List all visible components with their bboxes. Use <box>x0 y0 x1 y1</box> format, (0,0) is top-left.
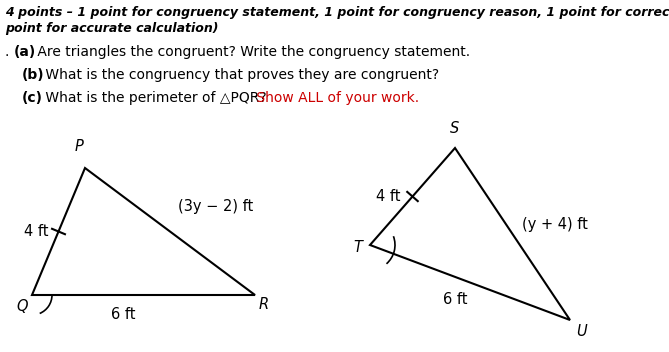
Text: (3y − 2) ft: (3y − 2) ft <box>178 199 254 214</box>
Text: 4 ft: 4 ft <box>376 189 401 204</box>
Text: P: P <box>74 139 83 154</box>
Text: Q: Q <box>17 299 28 314</box>
Text: 6 ft: 6 ft <box>443 293 467 308</box>
Text: 6 ft: 6 ft <box>111 307 136 322</box>
Text: point for accurate calculation): point for accurate calculation) <box>5 22 219 35</box>
Text: T: T <box>353 239 362 254</box>
Text: (y + 4) ft: (y + 4) ft <box>522 216 588 232</box>
Text: (b): (b) <box>22 68 45 82</box>
Text: 4 ft: 4 ft <box>24 224 48 239</box>
Text: .: . <box>5 45 14 59</box>
Text: What is the congruency that proves they are congruent?: What is the congruency that proves they … <box>41 68 439 82</box>
Text: (c): (c) <box>22 91 43 105</box>
Text: R: R <box>259 297 269 312</box>
Text: S: S <box>450 121 460 136</box>
Text: Show ALL of your work.: Show ALL of your work. <box>252 91 419 105</box>
Text: What is the perimeter of △PQR?: What is the perimeter of △PQR? <box>41 91 267 105</box>
Text: 4 points – 1 point for congruency statement, 1 point for congruency reason, 1 po: 4 points – 1 point for congruency statem… <box>5 6 669 19</box>
Text: (a): (a) <box>14 45 36 59</box>
Text: Are triangles the congruent? Write the congruency statement.: Are triangles the congruent? Write the c… <box>33 45 470 59</box>
Text: U: U <box>576 324 587 339</box>
